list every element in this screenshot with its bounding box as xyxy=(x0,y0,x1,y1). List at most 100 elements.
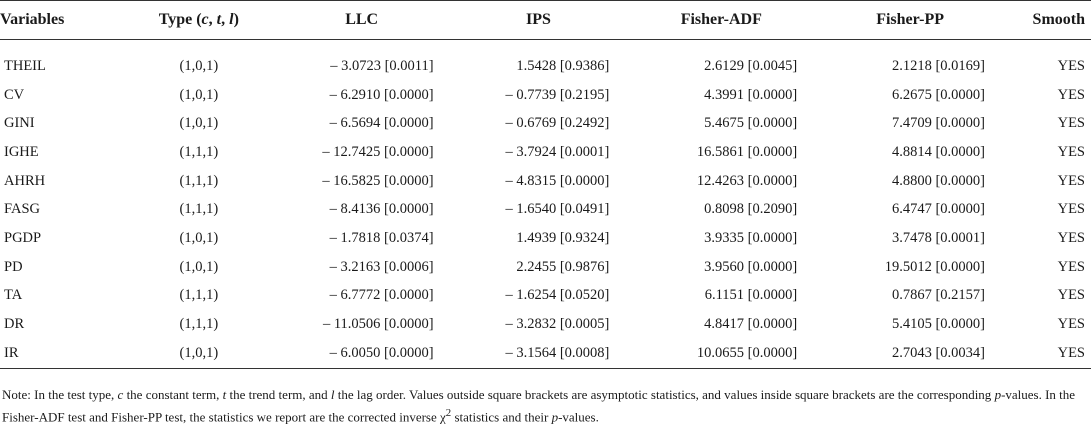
header-row: Variables Type (c, t, l) LLC IPS Fisher-… xyxy=(0,0,1091,40)
cell-llc: – 8.4136 [0.0000] xyxy=(329,201,434,218)
cell-variable: CV xyxy=(4,86,25,103)
header-type: Type (c, t, l) xyxy=(123,0,274,40)
table-row: THEIL (1,0,1) – 3.0723 [0.0011] 1.5428 [0.9… xyxy=(0,40,1091,81)
cell-fisher-adf: 3.9560 [0.0000] xyxy=(704,258,798,275)
note-p: p xyxy=(994,387,1002,402)
cell-ips: – 1.6540 [0.0491] xyxy=(505,201,610,218)
header-variables: Variables xyxy=(0,0,124,40)
header-type-suffix: ) xyxy=(233,11,239,28)
cell-type: (1,0,1) xyxy=(179,86,219,103)
cell-ips: 1.5428 [0.9386] xyxy=(516,57,610,74)
cell-fisher-adf: 2.6129 [0.0045] xyxy=(704,57,798,74)
table-row: GINI (1,0,1) – 6.5694 [0.0000] – 0.6769 [0.… xyxy=(0,109,1091,138)
cell-fisher-adf: 4.3991 [0.0000] xyxy=(704,86,798,103)
cell-fisher-pp: 6.4747 [0.0000] xyxy=(891,201,986,218)
cell-variable: IGHE xyxy=(4,143,39,160)
cell-fisher-pp: 2.1218 [0.0169] xyxy=(891,57,986,74)
cell-variable: IR xyxy=(4,344,19,361)
cell-type: (1,1,1) xyxy=(179,172,219,189)
table-row: DR (1,1,1) – 11.0506 [0.0000] – 3.2832 [0.0… xyxy=(0,310,1091,339)
cell-fisher-adf: 10.0655 [0.0000] xyxy=(696,344,798,361)
note-t: t xyxy=(222,387,227,402)
note-p: p xyxy=(551,409,559,425)
cell-fisher-pp: 4.8800 [0.0000] xyxy=(891,172,986,189)
cell-fisher-adf: 4.8417 [0.0000] xyxy=(704,316,798,333)
header-smooth: Smooth xyxy=(1005,0,1091,40)
cell-fisher-adf: 16.5861 [0.0000] xyxy=(696,143,798,160)
cell-fisher-pp: 3.7478 [0.0001] xyxy=(891,229,986,246)
note-superscript: 2 xyxy=(445,407,452,419)
cell-smooth: YES xyxy=(1057,115,1085,132)
cell-smooth: YES xyxy=(1057,344,1085,361)
cell-variable: FASG xyxy=(4,201,40,218)
header-type-prefix: Type ( xyxy=(158,11,202,28)
cell-type: (1,1,1) xyxy=(179,201,219,218)
cell-fisher-adf: 12.4263 [0.0000] xyxy=(696,172,798,189)
cell-type: (1,0,1) xyxy=(179,344,219,361)
cell-fisher-pp: 6.2675 [0.0000] xyxy=(891,86,986,103)
table-row: PGDP (1,0,1) – 1.7818 [0.0374] 1.4939 [0.93… xyxy=(0,224,1091,253)
cell-llc: – 6.5694 [0.0000] xyxy=(329,115,434,132)
cell-smooth: YES xyxy=(1057,172,1085,189)
cell-ips: – 3.7924 [0.0001] xyxy=(505,143,610,160)
cell-type: (1,1,1) xyxy=(179,316,219,333)
table-note: Note: In the test type, c the constant t… xyxy=(2,385,1089,426)
cell-llc: – 6.0050 [0.0000] xyxy=(329,344,434,361)
cell-ips: 1.4939 [0.9324] xyxy=(516,229,610,246)
cell-fisher-pp: 7.4709 [0.0000] xyxy=(891,115,986,132)
header-ips: IPS xyxy=(449,0,628,40)
note-text: the lag order. Values outside square bra… xyxy=(334,387,995,402)
note-text: the trend term, and xyxy=(226,387,331,402)
cell-llc: – 3.0723 [0.0011] xyxy=(330,57,434,74)
cell-ips: – 4.8315 [0.0000] xyxy=(505,172,610,189)
header-type-l: l xyxy=(229,11,234,28)
cell-variable: GINI xyxy=(4,115,35,132)
note-text: statistics and their xyxy=(451,409,552,425)
note-text: -values. xyxy=(558,409,599,425)
cell-ips: – 0.7739 [0.2195] xyxy=(505,86,610,103)
header-type-t: t xyxy=(216,11,222,28)
cell-type: (1,0,1) xyxy=(179,258,219,275)
cell-fisher-pp: 0.7867 [0.2157] xyxy=(891,287,986,304)
cell-smooth: YES xyxy=(1057,316,1085,333)
cell-llc: – 16.5825 [0.0000] xyxy=(322,172,434,189)
cell-ips: – 3.1564 [0.0008] xyxy=(505,344,610,361)
cell-smooth: YES xyxy=(1057,86,1085,103)
cell-fisher-adf: 5.4675 [0.0000] xyxy=(704,115,798,132)
cell-ips: – 3.2832 [0.0005] xyxy=(505,316,610,333)
cell-fisher-adf: 0.8098 [0.2090] xyxy=(704,201,798,218)
cell-ips: – 1.6254 [0.0520] xyxy=(505,287,610,304)
cell-fisher-pp: 19.5012 [0.0000] xyxy=(884,258,986,275)
cell-variable: TA xyxy=(4,287,23,304)
cell-smooth: YES xyxy=(1057,287,1085,304)
cell-smooth: YES xyxy=(1057,201,1085,218)
cell-llc: – 11.0506 [0.0000] xyxy=(322,316,434,333)
cell-smooth: YES xyxy=(1057,143,1085,160)
cell-ips: 2.2455 [0.9876] xyxy=(516,258,610,275)
cell-fisher-pp: 2.7043 [0.0034] xyxy=(891,344,986,361)
header-type-c: c xyxy=(201,11,209,28)
cell-type: (1,1,1) xyxy=(179,287,219,304)
table-row: IR (1,0,1) – 6.0050 [0.0000] – 3.1564 [0.00… xyxy=(0,339,1091,369)
header-fisher-pp: Fisher-PP xyxy=(815,0,1006,40)
table-row: TA (1,1,1) – 6.7772 [0.0000] – 1.6254 [0.05… xyxy=(0,282,1091,311)
table-row: PD (1,0,1) – 3.2163 [0.0006] 2.2455 [0.9876… xyxy=(0,253,1091,282)
cell-variable: THEIL xyxy=(4,57,46,74)
cell-variable: PGDP xyxy=(4,229,42,246)
note-c: c xyxy=(117,387,124,402)
table-body: THEIL (1,0,1) – 3.0723 [0.0011] 1.5428 [0.9… xyxy=(0,40,1091,369)
note-text: -values. In the Fisher-ADF test and Fish… xyxy=(2,387,1076,425)
header-llc: LLC xyxy=(273,0,450,40)
table-row: FASG (1,1,1) – 8.4136 [0.0000] – 1.6540 [0.… xyxy=(0,195,1091,224)
cell-fisher-pp: 5.4105 [0.0000] xyxy=(891,316,986,333)
cell-variable: DR xyxy=(4,316,25,333)
cell-variable: AHRH xyxy=(4,172,46,189)
cell-llc: – 3.2163 [0.0006] xyxy=(329,258,434,275)
cell-variable: PD xyxy=(4,258,23,275)
cell-smooth: YES xyxy=(1057,229,1085,246)
cell-llc: – 6.7772 [0.0000] xyxy=(329,287,434,304)
note-text: Note: In the test type, xyxy=(2,387,118,402)
table-row: CV (1,0,1) – 6.2910 [0.0000] – 0.7739 [0.21… xyxy=(0,81,1091,110)
table-row: AHRH (1,1,1) – 16.5825 [0.0000] – 4.8315 [0… xyxy=(0,167,1091,196)
